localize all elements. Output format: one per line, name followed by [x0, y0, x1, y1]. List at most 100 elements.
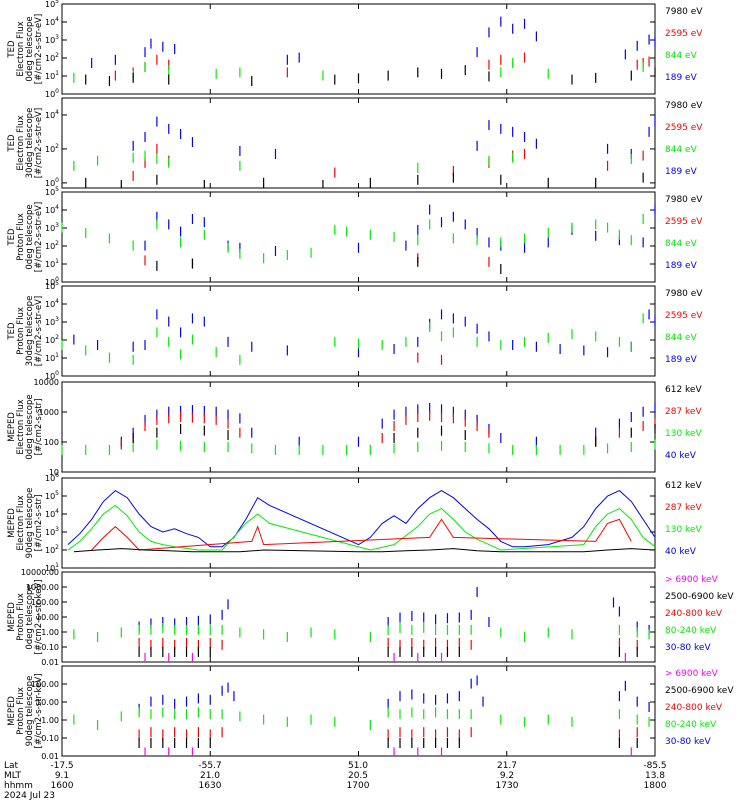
y-tick-label: 101 — [45, 258, 59, 269]
footer-value: 13.8 — [645, 771, 665, 781]
footer-value: 9.2 — [500, 771, 514, 781]
legend-entry: 844 eV — [665, 145, 698, 155]
footer-value: 1630 — [199, 781, 222, 791]
y-tick-label: 102 — [45, 334, 59, 345]
y-tick-label: 104 — [45, 204, 59, 215]
y-axis-label: [#/cm2-s-str] — [34, 495, 44, 552]
footer-value: -85.5 — [643, 761, 666, 771]
y-axis-label: [#/cm2-s-str-eV] — [34, 296, 44, 366]
legend-entry: 612 keV — [665, 481, 702, 491]
y-tick-label: 102 — [45, 544, 59, 555]
legend-entry: 2500-6900 keV — [665, 592, 734, 602]
y-axis-label: [#/cm2-s-str-eV] — [34, 202, 44, 272]
footer-value: 51.0 — [348, 761, 368, 771]
y-axis-label: Electron Flux — [16, 21, 26, 76]
footer-value: -55.7 — [198, 761, 221, 771]
y-tick-label: 10.00 — [36, 698, 59, 707]
footer-value: 21.7 — [497, 761, 517, 771]
panel-2: 100 102 104 TED Electron Flux 30deg telescope… — [7, 97, 703, 189]
legend-entry: 130 keV — [665, 429, 702, 439]
legend-entry: 287 keV — [665, 503, 702, 513]
y-axis-label: 90deg telescope — [25, 676, 35, 747]
legend-entry: 2595 eV — [665, 123, 703, 133]
y-tick-label: 101 — [45, 562, 59, 573]
legend-entry: 240-800 keV — [665, 703, 723, 713]
legend-entry: 30-80 keV — [665, 643, 711, 653]
y-axis-label: 0deg telescope — [25, 394, 35, 459]
y-tick-label: 106 — [45, 472, 59, 483]
legend-entry: 7980 eV — [665, 195, 703, 205]
y-tick-label: 0.01 — [41, 658, 59, 667]
legend-entry: 844 eV — [665, 239, 698, 249]
panel-frame — [61, 285, 656, 377]
y-axis-label: Proton Flux — [16, 307, 26, 355]
y-axis-label: [#/cm2-s-str-eV] — [34, 108, 44, 178]
footer-value: 1800 — [644, 781, 667, 791]
legend-entry: 844 eV — [665, 51, 698, 61]
y-axis-label: Proton Flux — [16, 687, 26, 735]
footer-row-label: hhmm — [4, 781, 33, 791]
legend-entry: 189 eV — [665, 167, 698, 177]
y-tick-label: 104 — [45, 109, 59, 120]
y-tick-label: 105 — [45, 280, 59, 291]
footer-date: 2024 Jul 23 — [4, 791, 55, 800]
y-axis-label: 0deg telescope — [25, 204, 35, 269]
y-axis-label: [#/cm2-s-str-eV] — [34, 14, 44, 84]
y-axis-label: 0deg telescope — [25, 16, 35, 81]
y-axis-label: Electron Flux — [16, 115, 26, 170]
y-axis-label: 30deg telescope — [25, 108, 35, 179]
y-axis-label: MEPED — [7, 602, 17, 632]
footer-value: 21.0 — [200, 771, 220, 781]
y-tick-label: 0.01 — [41, 752, 59, 761]
legend-entry: 80-240 keV — [665, 720, 717, 730]
y-tick-label: 102 — [45, 143, 59, 154]
panel-5: 10 100 1000 10000 MEPED Electron Flux 0deg tel… — [7, 378, 702, 477]
legend-entry: 2500-6900 keV — [665, 686, 734, 696]
y-tick-label: 100.00 — [31, 680, 59, 689]
y-axis-label: 30deg telescope — [25, 296, 35, 367]
panel-frame — [61, 477, 656, 569]
y-axis-label: [#/cm2-s-str-keV] — [34, 580, 44, 655]
y-tick-label: 100 — [45, 88, 59, 99]
series-line-black — [73, 548, 656, 553]
panel-7: 0.01 0.10 1.00 10.00 100.00 1000.00 10000.00 ME… — [7, 568, 734, 667]
y-tick-label: 103 — [45, 526, 59, 537]
legend-entry: 189 eV — [665, 261, 698, 271]
y-axis-label: MEPED — [7, 696, 17, 726]
y-axis-label: TED — [7, 228, 17, 247]
footer-value: 1700 — [347, 781, 370, 791]
y-tick-label: 1000.00 — [26, 583, 59, 592]
legend-entry: 2595 eV — [665, 217, 703, 227]
legend-entry: 7980 eV — [665, 289, 703, 299]
panel-frame — [61, 97, 656, 189]
y-tick-label: 1.00 — [41, 628, 59, 637]
y-axis-label: Electron Flux — [16, 495, 26, 550]
legend-entry: 287 keV — [665, 407, 702, 417]
y-axis-label: TED — [7, 134, 17, 153]
y-tick-label: 103 — [45, 316, 59, 327]
legend-entry: 2595 eV — [665, 311, 703, 321]
legend-entry: 240-800 keV — [665, 609, 723, 619]
y-axis-label: MEPED — [7, 412, 17, 442]
y-tick-label: 0.10 — [41, 734, 59, 743]
legend-entry: 80-240 keV — [665, 626, 717, 636]
y-tick-label: 1000 — [39, 408, 59, 417]
y-tick-label: 104 — [45, 16, 59, 27]
y-tick-label: 100 — [44, 438, 59, 447]
legend-entry: 189 eV — [665, 355, 698, 365]
y-tick-label: 104 — [45, 508, 59, 519]
footer-row-label: Lat — [4, 761, 19, 771]
legend-entry: 7980 eV — [665, 7, 703, 17]
footer-value: 9.1 — [55, 771, 69, 781]
legend-entry: 844 eV — [665, 333, 698, 343]
y-tick-label: 105 — [45, 490, 59, 501]
y-tick-label: 100.00 — [31, 598, 59, 607]
series-line-green — [67, 504, 656, 551]
y-axis-label: Proton Flux — [16, 593, 26, 641]
y-axis-label: Proton Flux — [16, 213, 26, 261]
y-tick-label: 0.10 — [41, 643, 59, 652]
legend-entry: > 6900 keV — [665, 575, 719, 585]
footer-value: 1600 — [51, 781, 74, 791]
legend-entry: 40 keV — [665, 451, 697, 461]
